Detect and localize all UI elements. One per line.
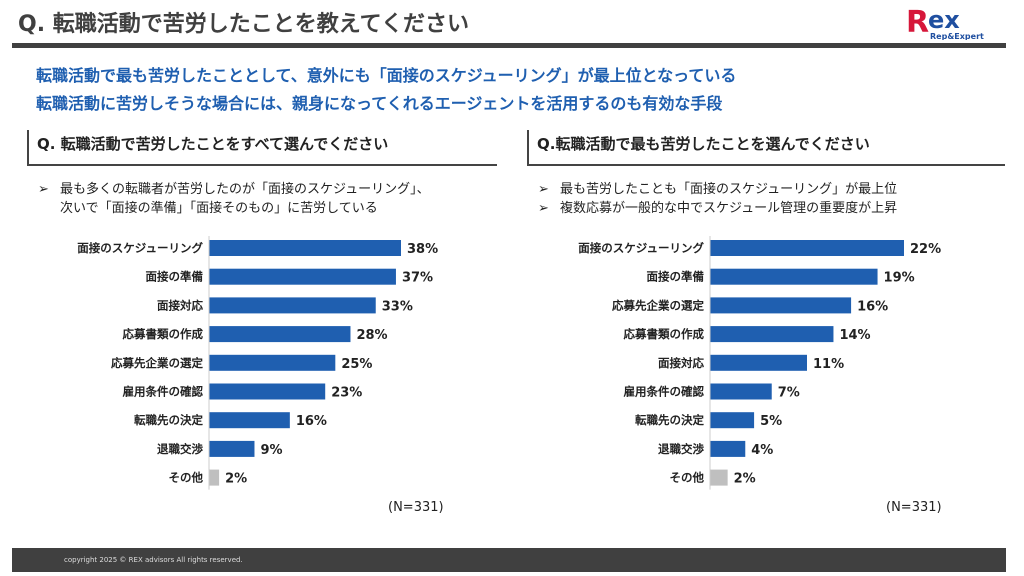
category-label: 面接のスケジューリング xyxy=(77,241,203,255)
bar xyxy=(209,268,396,285)
category-label: 応募書類の作成 xyxy=(624,327,705,341)
category-label: 応募先企業の選定 xyxy=(111,356,203,370)
category-label: その他 xyxy=(670,471,705,485)
bar xyxy=(209,383,326,400)
value-label: 38% xyxy=(407,242,438,257)
bar xyxy=(209,440,255,457)
arrow-bullet-icon: ➢ xyxy=(538,201,549,216)
value-label: 4% xyxy=(751,443,773,458)
category-label: その他 xyxy=(169,471,204,485)
right-bar-chart: 面接のスケジューリング 22% 面接の準備 19% 応募先企業の選定 16% 応募書類の作成… xyxy=(578,236,941,490)
bar xyxy=(710,268,878,285)
bar xyxy=(710,383,772,400)
value-label: 16% xyxy=(857,299,888,314)
value-label: 28% xyxy=(356,328,387,343)
value-label: 9% xyxy=(260,443,282,458)
category-label: 面接の準備 xyxy=(647,270,705,284)
bar xyxy=(209,240,401,256)
bar xyxy=(710,469,728,486)
subtitle-1: 転職活動で最も苦労したこととして、意外にも「面接のスケジューリング」が最上位とな… xyxy=(36,66,737,85)
left-question: Q. 転職活動で苦労したことをすべて選んでください xyxy=(27,130,497,166)
category-label: 面接のスケジューリング xyxy=(578,241,704,255)
bar xyxy=(209,297,376,314)
value-label: 14% xyxy=(839,328,870,343)
page-title: Q. 転職活動で苦労したことを教えてください xyxy=(18,12,469,37)
bullet-continuation: 次いで「面接の準備」「面接そのもの」に苦労している xyxy=(60,201,378,216)
arrow-bullet-icon: ➢ xyxy=(38,182,49,197)
left-sample-size: (N=331) xyxy=(388,500,444,515)
bar xyxy=(209,326,351,343)
category-label: 雇用条件の確認 xyxy=(123,385,204,399)
category-label: 面接の準備 xyxy=(146,270,204,284)
value-label: 2% xyxy=(734,472,756,487)
bar xyxy=(710,297,852,314)
subtitle-2: 転職活動に苦労しそうな場合には、親身になってくれるエージェントを活用するのも有効… xyxy=(36,94,723,113)
footer: copyright 2025 © REX advisors All rights… xyxy=(12,548,1006,572)
value-label: 11% xyxy=(813,357,844,372)
svg-text:R: R xyxy=(906,6,929,40)
category-label: 退職交渉 xyxy=(658,442,704,456)
category-label: 転職先の決定 xyxy=(635,413,704,427)
value-label: 7% xyxy=(778,386,800,401)
bar xyxy=(710,354,807,371)
svg-text:Rep&Expert: Rep&Expert xyxy=(930,32,984,40)
svg-text:ex: ex xyxy=(928,6,960,34)
category-label: 応募書類の作成 xyxy=(123,327,204,341)
value-label: 19% xyxy=(884,271,915,286)
category-label: 応募先企業の選定 xyxy=(612,298,704,312)
right-question: Q.転職活動で最も苦労したことを選んでください xyxy=(527,130,1005,166)
category-label: 退職交渉 xyxy=(157,442,203,456)
bar xyxy=(710,412,755,429)
arrow-bullet-icon: ➢ xyxy=(538,182,549,197)
value-label: 23% xyxy=(331,386,362,401)
bar xyxy=(710,326,834,343)
bar xyxy=(710,440,746,457)
title-divider xyxy=(12,43,1006,48)
value-label: 5% xyxy=(760,414,782,429)
value-label: 2% xyxy=(225,472,247,487)
bullet-item: ➢ 複数応募が一般的な中でスケジュール管理の重要度が上昇 xyxy=(538,201,898,216)
right-sample-size: (N=331) xyxy=(886,500,942,515)
bar xyxy=(209,469,220,486)
category-label: 雇用条件の確認 xyxy=(624,385,705,399)
value-label: 16% xyxy=(296,414,327,429)
value-label: 33% xyxy=(382,299,413,314)
right-bullets: ➢ 最も苦労したことも「面接のスケジューリング」が最上位 ➢ 複数応募が一般的な中で… xyxy=(536,180,897,218)
bar xyxy=(209,412,290,429)
rex-logo: R ex Rep&Expert xyxy=(906,6,984,40)
left-bar-chart: 面接のスケジューリング 38% 面接の準備 37% 面接対応 33% 応募書類の作成 28% 応… xyxy=(77,236,438,490)
value-label: 37% xyxy=(402,271,433,286)
copyright: copyright 2025 © REX advisors All rights… xyxy=(64,556,243,564)
left-bullets: ➢ 最も多くの転職者が苦労したのが「面接のスケジューリング」、 次いで「面接の準備… xyxy=(36,180,430,218)
bar xyxy=(710,240,904,256)
bullet-item: ➢ 最も多くの転職者が苦労したのが「面接のスケジューリング」、 xyxy=(38,182,430,197)
category-label: 面接対応 xyxy=(658,356,704,370)
value-label: 22% xyxy=(910,242,941,257)
category-label: 転職先の決定 xyxy=(134,413,203,427)
category-label: 面接対応 xyxy=(157,298,203,312)
value-label: 25% xyxy=(341,357,372,372)
bullet-item: ➢ 最も苦労したことも「面接のスケジューリング」が最上位 xyxy=(538,182,898,197)
bar xyxy=(209,354,336,371)
